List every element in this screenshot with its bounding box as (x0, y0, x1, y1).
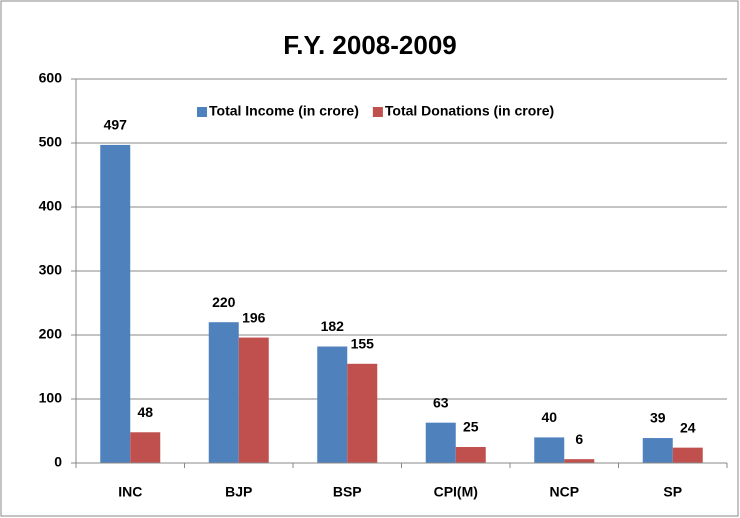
bar (425, 422, 456, 463)
bar (130, 432, 161, 463)
x-tick-label: BJP (225, 484, 252, 500)
legend-swatch (197, 107, 207, 117)
y-tick-label: 300 (39, 262, 63, 278)
bar (238, 337, 269, 463)
bar (347, 363, 378, 463)
data-label: 24 (680, 419, 696, 435)
data-label: 25 (463, 419, 479, 435)
bar (534, 437, 565, 463)
data-label: 220 (212, 294, 236, 310)
data-label: 40 (541, 409, 557, 425)
y-tick-label: 400 (39, 198, 63, 214)
data-label: 48 (137, 404, 153, 420)
data-label: 497 (104, 117, 128, 133)
y-tick-label: 200 (39, 326, 63, 342)
x-tick-label: BSP (333, 484, 362, 500)
y-tick-label: 500 (39, 134, 63, 150)
x-tick-label: NCP (549, 484, 579, 500)
legend-swatch (372, 107, 383, 117)
y-tick-label: 0 (54, 454, 62, 470)
data-label: 196 (242, 309, 266, 325)
data-label: 155 (351, 336, 375, 352)
bar (455, 447, 486, 463)
data-label: 63 (433, 394, 449, 410)
x-tick-label: INC (118, 484, 142, 500)
x-tick-label: CPI(M) (434, 484, 478, 500)
data-label: 6 (575, 431, 583, 447)
legend-label: Total Income (in crore) (209, 103, 359, 119)
bar (317, 346, 348, 463)
bar (100, 144, 131, 464)
y-tick-label: 600 (39, 70, 63, 86)
y-tick-label: 100 (39, 390, 63, 406)
bar (642, 438, 673, 463)
bar (208, 322, 239, 463)
x-tick-label: SP (663, 484, 682, 500)
chart-title: F.Y. 2008-2009 (283, 30, 456, 60)
bar (672, 447, 703, 463)
data-label: 39 (650, 410, 666, 426)
data-label: 182 (321, 318, 345, 334)
legend-label: Total Donations (in crore) (385, 103, 554, 119)
bar (564, 459, 595, 463)
